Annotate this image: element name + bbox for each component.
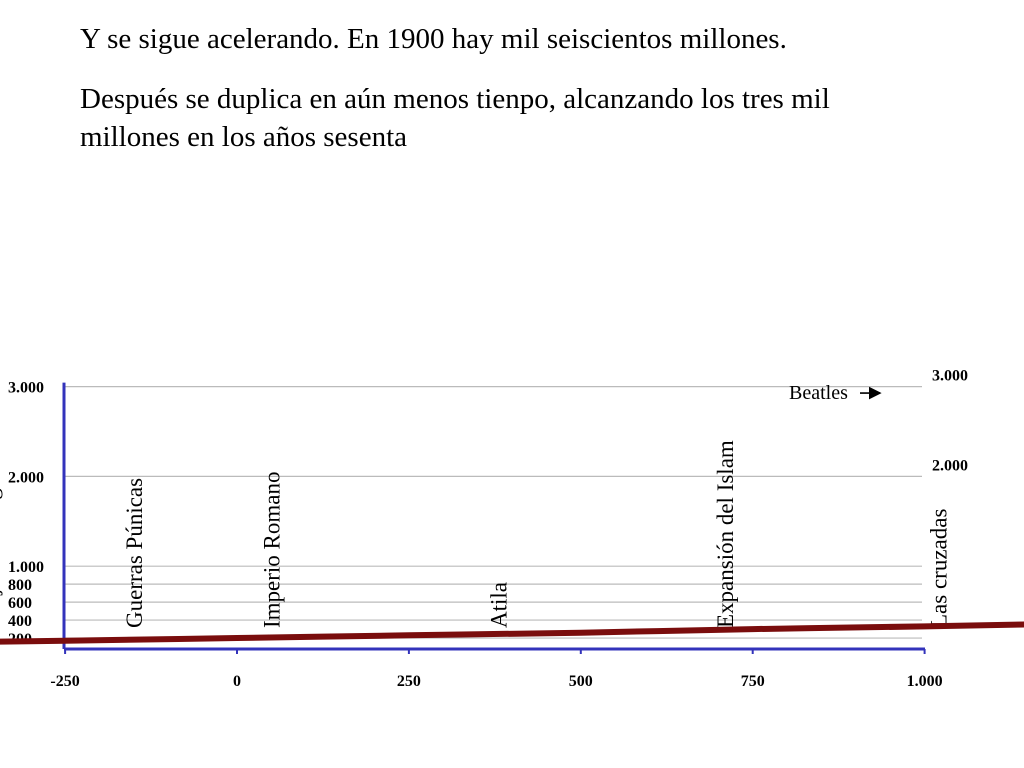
x-tick-label: 500 (569, 673, 593, 690)
x-tick-label: 1.000 (907, 673, 943, 690)
event-label: Las cruzadas (926, 509, 951, 628)
event-label: Imperio Romano (259, 472, 284, 629)
slide-title: Y se sigue acelerando. En 1900 hay mil s… (80, 23, 787, 55)
x-tick-label: 0 (233, 673, 241, 690)
event-label: Alejandro Magno (0, 465, 2, 628)
slide-subtitle: Después se duplica en aún menos tienpo, … (80, 83, 830, 153)
gridlines (64, 386, 922, 639)
y-tick-label-left: 3.000 (8, 380, 44, 397)
y-tick-label-left: 1.000 (8, 559, 44, 576)
tick-labels: -500-25002505007501.0001.2501.5001.7503.… (8, 368, 968, 690)
event-labels: Alejandro Magno Guerras Púnicas Imperio Ro… (0, 440, 951, 629)
x-tick-label: -250 (50, 673, 79, 690)
y-tick-label-left: 800 (8, 577, 32, 594)
y-tick-label-right: 2.000 (932, 457, 968, 474)
axes (62, 382, 926, 654)
event-label: Expansión del Islam (713, 440, 738, 628)
series (0, 621, 1024, 645)
annotations: Beatles (789, 382, 882, 404)
y-tick-label-left: 400 (8, 613, 32, 630)
y-tick-label-right: 3.000 (932, 368, 968, 385)
x-tick-label: 250 (397, 673, 421, 690)
y-tick-label-left: 600 (8, 595, 32, 612)
event-label: Atila (486, 582, 511, 628)
x-tick-label: 750 (741, 673, 765, 690)
annotation-label: Beatles (789, 382, 848, 404)
event-label: Guerras Púnicas (122, 478, 147, 628)
y-tick-label-left: 2.000 (8, 469, 44, 486)
population-curve (0, 621, 1024, 645)
